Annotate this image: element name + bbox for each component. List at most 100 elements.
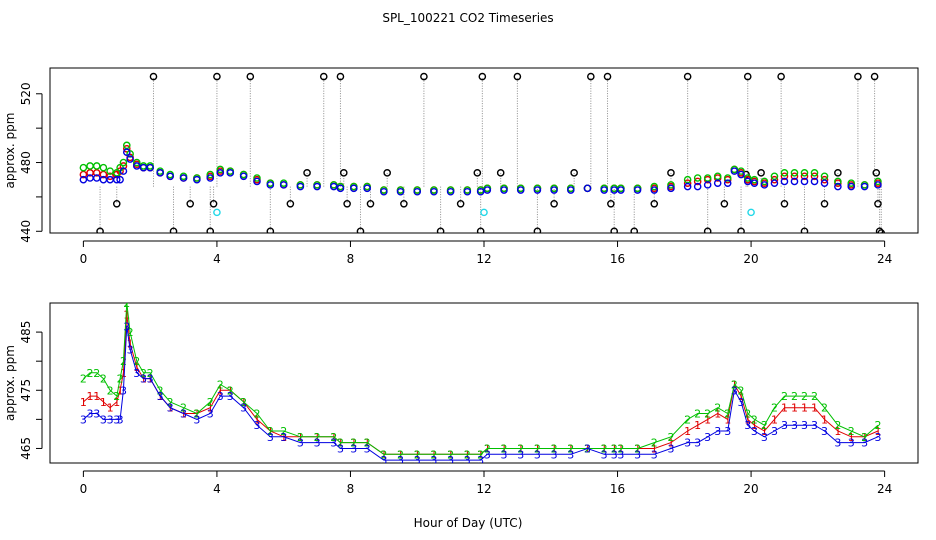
series-2-marker: 2 [117, 373, 124, 386]
series-2-marker: 2 [337, 437, 344, 450]
series-1-marker: 1 [704, 413, 711, 426]
series-black-point [533, 227, 542, 233]
series-2-marker: 2 [127, 326, 134, 339]
series-blue-point [193, 175, 201, 184]
series-black-point [186, 199, 195, 208]
series-1-marker: 1 [314, 431, 321, 444]
series-black-point [356, 227, 365, 233]
series-1-marker: 1 [694, 419, 701, 432]
series-black-point [875, 227, 884, 233]
series-green-point [750, 175, 759, 184]
series-blue-point [413, 187, 422, 196]
series-blue-point [132, 162, 141, 170]
series-blue-point [179, 174, 188, 182]
series-1-marker: 1 [253, 413, 260, 426]
series-2-marker: 2 [714, 402, 721, 415]
series-blue-point [500, 186, 508, 194]
series-blue-point [820, 179, 829, 187]
series-black-point [703, 227, 712, 233]
series-blue-point [380, 187, 388, 196]
series-1-marker: 1 [834, 425, 841, 438]
series-3-marker: 3 [811, 419, 818, 432]
series-2-marker: 2 [811, 390, 818, 403]
series-3-marker: 3 [848, 437, 855, 450]
series-3-marker: 3 [861, 437, 868, 450]
series-2-marker: 2 [694, 408, 701, 421]
series-3-marker: 3 [584, 442, 591, 455]
series-black-point [478, 72, 487, 81]
series-blue-point [743, 177, 752, 186]
series-blue-point [156, 169, 164, 177]
series-1-marker: 1 [337, 437, 344, 450]
series-3-marker: 3 [147, 373, 154, 386]
series-blue-point [239, 172, 248, 181]
series-blue-point [737, 170, 745, 179]
series-1-marker: 1 [120, 367, 127, 380]
series-1-marker: 1 [751, 419, 758, 432]
series-black-point [496, 169, 505, 177]
series-blue-point [446, 187, 455, 196]
series-black-point [266, 227, 275, 233]
series-2-marker: 2 [123, 297, 130, 310]
series-blue-point [693, 182, 702, 191]
series-2-marker: 2 [744, 408, 751, 421]
series-3-marker: 3 [117, 413, 124, 426]
series-black-point [400, 199, 408, 208]
series-3-marker: 3 [534, 448, 541, 461]
plot-area [79, 72, 886, 233]
series-2-marker: 2 [477, 448, 484, 461]
series-3-marker: 3 [704, 431, 711, 444]
series-green-point [106, 167, 114, 175]
series-black-point [603, 72, 612, 81]
series-green-point [132, 158, 141, 167]
series-2-marker: 2 [87, 367, 94, 380]
series-red-point [800, 172, 809, 181]
x-tick-label: 12 [476, 482, 491, 496]
series-2-marker: 2 [484, 442, 491, 455]
series-3-marker: 3 [771, 425, 778, 438]
series-blue-point [760, 181, 769, 189]
series-1-marker: 1 [80, 396, 87, 409]
series-black-point [473, 169, 482, 177]
series-3-marker: 3 [364, 442, 371, 455]
series-2-marker: 2 [414, 448, 421, 461]
x-tick-label: 20 [743, 252, 758, 266]
series-black-point [720, 199, 729, 208]
series-black-point [854, 72, 862, 81]
series-black-point [650, 199, 659, 208]
series-3-marker: 3 [567, 448, 574, 461]
series-2-marker: 2 [80, 373, 87, 386]
series-black-point [834, 169, 842, 177]
series-3-marker: 3 [330, 437, 337, 450]
series-blue-point [266, 181, 275, 189]
series-2-line [83, 303, 879, 455]
series-blue-point [329, 182, 338, 191]
series-1-marker: 1 [123, 309, 130, 322]
series-black-point [383, 169, 391, 177]
series-2-marker: 2 [534, 442, 541, 455]
series-blue-point [476, 187, 485, 196]
series-green-point [780, 169, 789, 177]
x-tick-label: 0 [80, 252, 88, 266]
series-black-point [667, 169, 675, 177]
series-blue-point [834, 182, 842, 191]
series-green-point [693, 174, 702, 182]
series-3-marker: 3 [100, 413, 107, 426]
series-black-point [587, 72, 595, 81]
series-black-point [149, 72, 158, 81]
series-green-point [650, 182, 659, 191]
series-2-marker: 2 [297, 431, 304, 444]
series-blue-point [567, 186, 575, 194]
series-red-point [122, 144, 131, 153]
series-3-marker: 3 [267, 431, 274, 444]
series-black-point [877, 229, 886, 233]
series-3-marker: 3 [791, 419, 798, 432]
series-1-marker: 1 [684, 425, 691, 438]
series-3-marker: 3 [120, 384, 127, 397]
series-blue-point [112, 175, 121, 184]
series-1-marker: 1 [714, 408, 721, 421]
series-green-point [99, 163, 108, 172]
series-black-point [169, 227, 178, 233]
